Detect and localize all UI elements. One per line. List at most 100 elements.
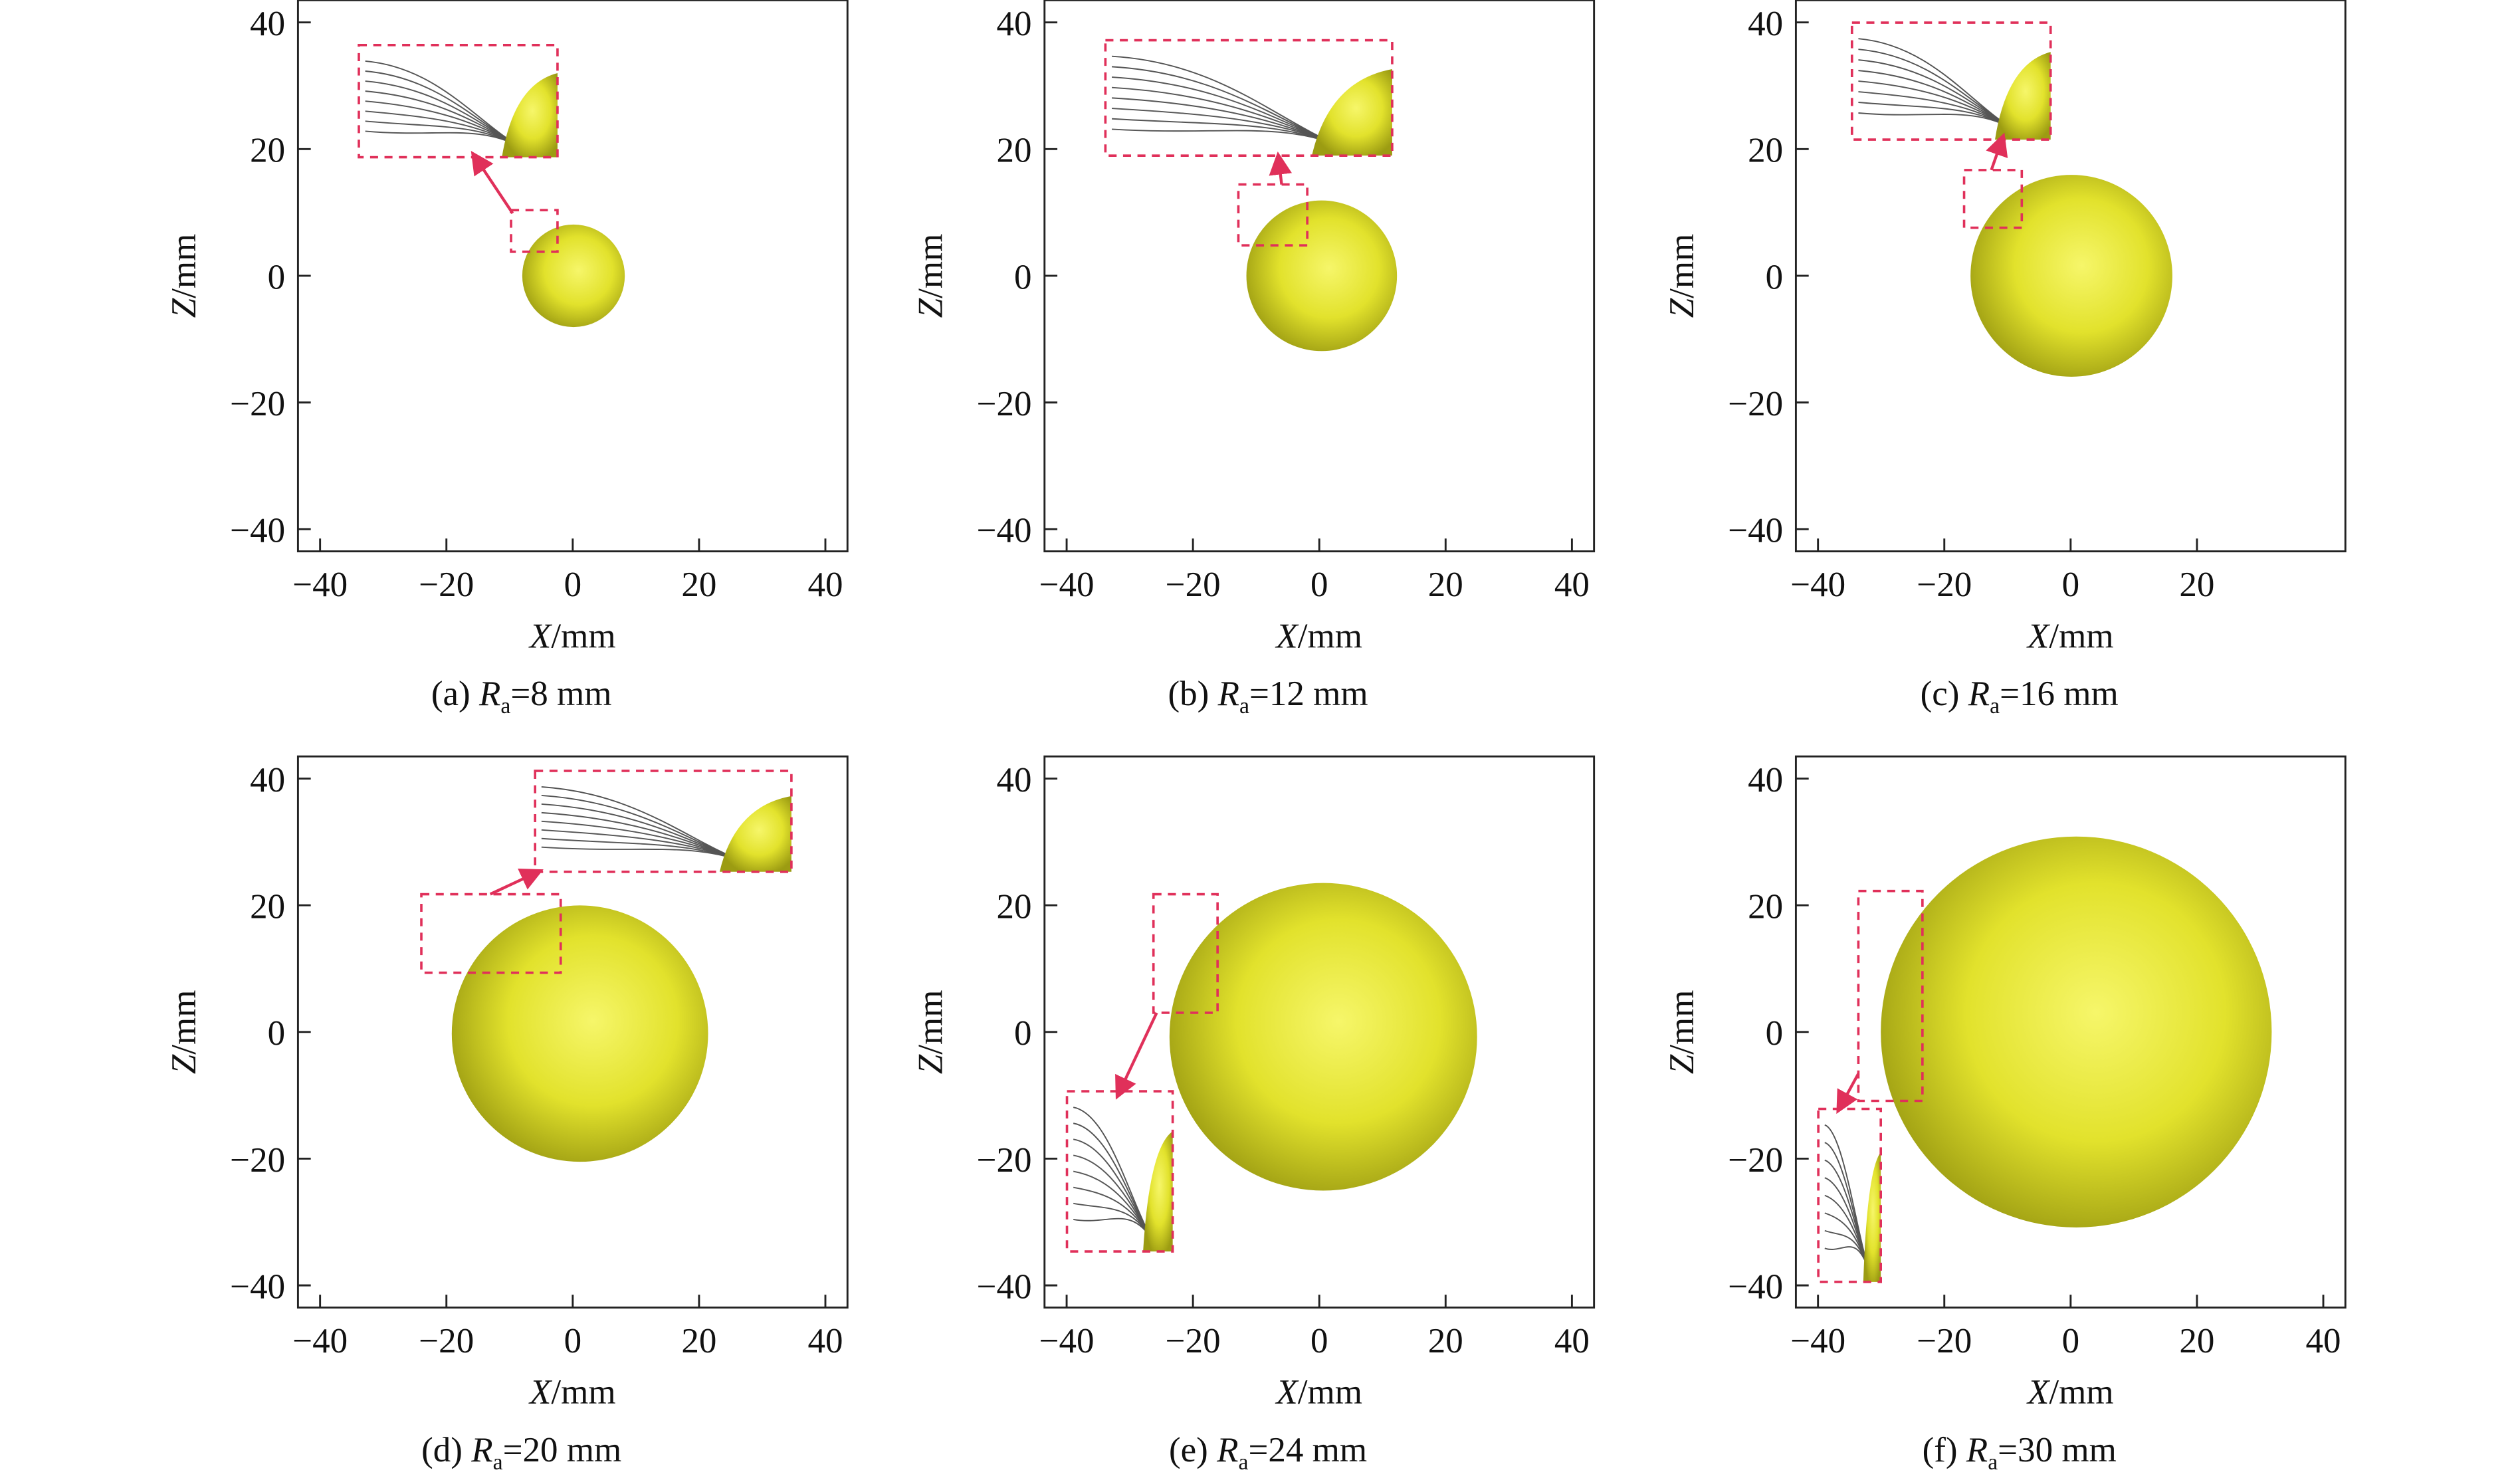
x-tick-label: 20 (681, 566, 716, 604)
inset-frame (534, 770, 793, 873)
zoom-frame (1962, 169, 2024, 229)
axis-unit: /mm (2049, 617, 2113, 655)
z-axis-label: Z/mm (1663, 990, 1701, 1074)
caption-subscript: a (493, 1450, 503, 1475)
caption-text: =20 mm (503, 1431, 622, 1469)
caption: (c) Ra=16 mm (1921, 675, 2119, 718)
sphere-render (1881, 836, 2272, 1227)
x-tick-label: 20 (1428, 566, 1463, 604)
x-tick-label: 20 (681, 1322, 716, 1360)
caption: (e) Ra=24 mm (1169, 1431, 1367, 1475)
x-tick-label: 40 (2306, 1322, 2341, 1360)
zoom-arrow (489, 869, 544, 896)
z-tick-label: −20 (977, 385, 1032, 423)
zoom-arrow (471, 150, 514, 215)
inset-surface (1143, 1131, 1173, 1252)
streamline (365, 110, 522, 148)
x-axis-label: X/mm (1275, 1373, 1362, 1412)
axis-unit: /mm (165, 234, 203, 298)
zoom-arrow (1269, 151, 1293, 185)
axis-symbol: Z (912, 1054, 950, 1074)
z-tick-label: 0 (1766, 258, 1784, 296)
axis-symbol: Z (1663, 1054, 1701, 1074)
inset-frame (1065, 1090, 1174, 1253)
caption-label: (a) (431, 675, 479, 713)
sphere-render (1246, 200, 1398, 352)
axis-unit: /mm (1298, 617, 1362, 655)
caption-symbol: R (1216, 1431, 1238, 1469)
x-tick-label: 20 (2179, 1322, 2214, 1360)
z-tick-label: −40 (1728, 512, 1783, 550)
streamline (541, 846, 746, 863)
caption-subscript: a (500, 694, 510, 718)
caption-symbol: R (1968, 675, 1990, 713)
x-axis-label: X/mm (528, 1373, 616, 1412)
x-tick-label: −20 (1917, 1322, 1972, 1360)
sphere-render (1970, 175, 2172, 377)
z-axis-label: Z/mm (165, 990, 203, 1074)
caption-symbol: R (1217, 675, 1239, 713)
caption-text: =30 mm (1998, 1431, 2117, 1469)
axis-unit: /mm (551, 1373, 615, 1412)
axis-symbol: Z (1663, 298, 1701, 318)
caption-subscript: a (1990, 694, 2000, 718)
x-tick-label: 0 (1310, 566, 1328, 604)
inset-surface (719, 795, 791, 872)
axis-unit: /mm (912, 990, 950, 1054)
caption: (a) Ra=8 mm (431, 675, 612, 718)
z-tick-label: 0 (268, 258, 286, 296)
caption-label: (b) (1168, 675, 1218, 713)
z-axis-label: Z/mm (912, 234, 950, 318)
streamline (1111, 108, 1341, 147)
streamline (365, 90, 522, 148)
axis-unit: /mm (1298, 1373, 1362, 1412)
zoom-frame (1857, 889, 1924, 1103)
zoom-frame (420, 893, 562, 974)
streamline (1111, 86, 1341, 147)
axis-symbol: Z (912, 298, 950, 318)
caption-subscript: a (1988, 1450, 1998, 1475)
x-axis-label: X/mm (1275, 617, 1362, 655)
sphere-render (451, 905, 708, 1162)
x-tick-label: 40 (1554, 566, 1590, 604)
inset-surface (1995, 52, 2051, 140)
streamline (1858, 91, 2016, 131)
x-tick-label: −40 (1790, 566, 1845, 604)
z-tick-label: −20 (230, 1141, 285, 1180)
x-tick-label: −40 (292, 566, 348, 604)
caption-label: (c) (1921, 675, 1968, 713)
caption-symbol: R (1966, 1431, 1988, 1469)
z-tick-label: 0 (268, 1014, 286, 1053)
zoom-arrow (1836, 1073, 1860, 1114)
caption-symbol: R (471, 1431, 492, 1469)
caption-text: =16 mm (2000, 675, 2119, 713)
streamline (1858, 70, 2016, 131)
z-axis-label: Z/mm (1663, 234, 1701, 318)
axis-symbol: Z (165, 1054, 203, 1074)
z-tick-label: 20 (250, 132, 285, 170)
inset-surface (1312, 69, 1392, 156)
zoom-frame (1237, 183, 1308, 247)
axis-symbol: X (528, 1373, 553, 1412)
z-tick-label: −40 (230, 1267, 285, 1306)
z-tick-label: 40 (1748, 761, 1783, 799)
z-tick-label: −20 (230, 385, 285, 423)
z-tick-label: 40 (250, 5, 285, 43)
x-axis-label: X/mm (2026, 617, 2114, 655)
streamline (1073, 1170, 1154, 1243)
z-tick-label: 20 (1748, 132, 1783, 170)
x-axis-label: X/mm (2026, 1373, 2114, 1412)
z-axis-label: Z/mm (165, 234, 203, 318)
x-tick-label: 20 (2179, 566, 2214, 604)
streamline (541, 820, 746, 863)
z-tick-label: 40 (996, 761, 1031, 799)
streamline (1073, 1154, 1154, 1243)
inset-frame (358, 44, 559, 159)
z-tick-label: −40 (1728, 1267, 1783, 1306)
axis-unit: /mm (551, 617, 615, 655)
axis-symbol: X (528, 617, 553, 655)
x-tick-label: −20 (419, 1322, 474, 1360)
